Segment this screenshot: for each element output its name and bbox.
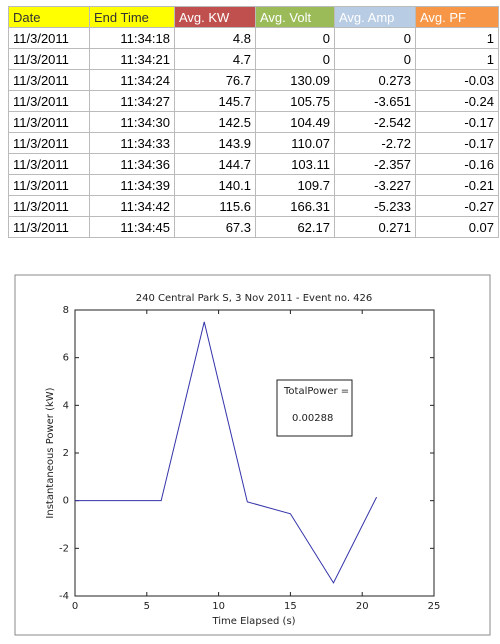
- annotation-text: 0.00288: [292, 413, 333, 424]
- table-cell: 11:34:36: [89, 153, 175, 175]
- column-header: Avg. KW: [174, 6, 256, 28]
- x-tick-label: 10: [212, 601, 225, 612]
- column-header: End Time: [89, 6, 175, 28]
- chart-title: 240 Central Park S, 3 Nov 2011 - Event n…: [136, 293, 373, 304]
- table-cell: 11/3/2011: [8, 174, 90, 196]
- annotation-box: [276, 379, 353, 437]
- data-table: Date End Time Avg. KW Avg. Volt Avg. Amp Avg.…: [8, 6, 499, 238]
- table-row: 11/3/2011 11:34:45 67.3 62.17 0.271 0.07: [8, 216, 499, 238]
- table-cell: 0.07: [415, 216, 499, 238]
- table-cell: 115.6: [174, 195, 256, 217]
- x-tick-label: 15: [284, 601, 297, 612]
- table-cell: 140.1: [174, 174, 256, 196]
- table-cell: 130.09: [255, 69, 335, 91]
- table-row: 11/3/2011 11:34:36 144.7 103.11 -2.357 -0.16: [8, 153, 499, 175]
- column-header: Date: [8, 6, 90, 28]
- table-row: 11/3/2011 11:34:42 115.6 166.31 -5.233 -0.27: [8, 195, 499, 217]
- table-cell: 0.271: [334, 216, 416, 238]
- y-tick-label: -4: [59, 591, 69, 602]
- table-cell: -0.17: [415, 111, 499, 133]
- table-cell: 145.7: [174, 90, 256, 112]
- column-header: Avg. PF: [415, 6, 499, 28]
- table-cell: 110.07: [255, 132, 335, 154]
- x-tick-label: 0: [72, 601, 78, 612]
- table-cell: 104.49: [255, 111, 335, 133]
- y-tick-label: 2: [63, 448, 69, 459]
- table-cell: 11:34:24: [89, 69, 175, 91]
- table-row: 11/3/2011 11:34:24 76.7 130.09 0.273 -0.03: [8, 69, 499, 91]
- x-tick-label: 5: [144, 601, 150, 612]
- x-axis-label: Time Elapsed (s): [211, 616, 295, 627]
- y-tick-label: -2: [59, 543, 69, 554]
- x-tick-label: 25: [428, 601, 441, 612]
- table-cell: 67.3: [174, 216, 256, 238]
- table-cell: -0.21: [415, 174, 499, 196]
- table-cell: 11:34:18: [89, 27, 175, 49]
- annotation-text: TotalPower =: [283, 386, 349, 397]
- table-cell: 105.75: [255, 90, 335, 112]
- table-cell: 11/3/2011: [8, 69, 90, 91]
- table-cell: 62.17: [255, 216, 335, 238]
- table-cell: 11/3/2011: [8, 216, 90, 238]
- table-cell: -0.27: [415, 195, 499, 217]
- y-tick-label: 0: [63, 496, 69, 507]
- table-cell: 11/3/2011: [8, 48, 90, 70]
- table-cell: 11:34:45: [89, 216, 175, 238]
- y-tick-label: 6: [63, 353, 69, 364]
- column-header: Avg. Amp: [334, 6, 416, 28]
- y-tick-label: 8: [63, 305, 69, 316]
- line: [75, 321, 378, 584]
- table-row: 11/3/2011 11:34:39 140.1 109.7 -3.227 -0.21: [8, 174, 499, 196]
- table-cell: 11/3/2011: [8, 111, 90, 133]
- table-cell: -0.24: [415, 90, 499, 112]
- table-cell: 103.11: [255, 153, 335, 175]
- plot-area: [74, 309, 435, 597]
- table-cell: 11/3/2011: [8, 90, 90, 112]
- y-tick-label: 4: [63, 400, 69, 411]
- x-tick-label: 20: [356, 601, 369, 612]
- table-cell: -0.03: [415, 69, 499, 91]
- y-axis-label: Instantaneous Power (kW): [45, 387, 56, 518]
- table-cell: 0.273: [334, 69, 416, 91]
- table-cell: 11:34:21: [89, 48, 175, 70]
- table-cell: 11:34:42: [89, 195, 175, 217]
- table-cell: -2.357: [334, 153, 416, 175]
- table-cell: 11/3/2011: [8, 195, 90, 217]
- table-cell: -0.17: [415, 132, 499, 154]
- table-cell: -3.227: [334, 174, 416, 196]
- table-cell: -3.651: [334, 90, 416, 112]
